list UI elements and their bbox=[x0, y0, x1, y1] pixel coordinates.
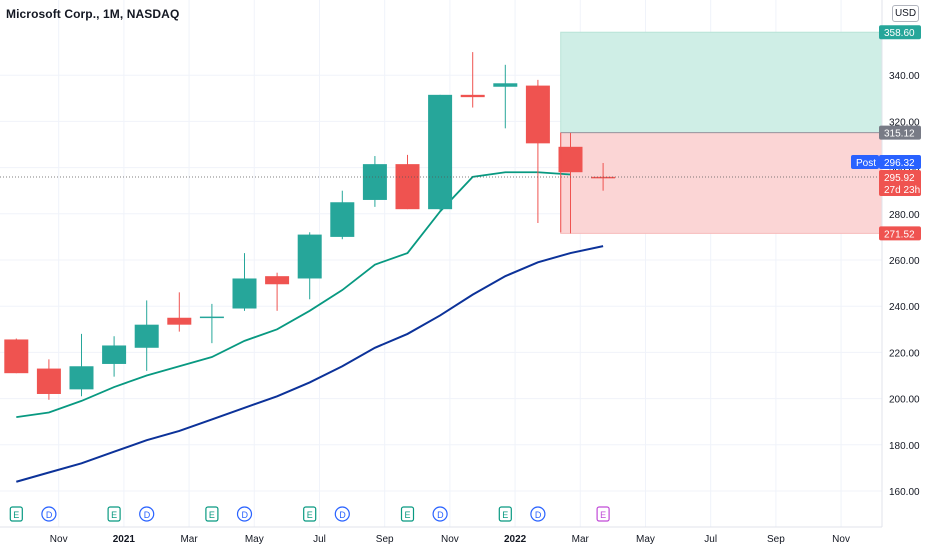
x-tick-label: Nov bbox=[832, 534, 850, 545]
candle-body[interactable] bbox=[167, 317, 192, 325]
countdown-label: 27d 23h bbox=[884, 185, 920, 196]
stop-zone[interactable] bbox=[560, 132, 883, 234]
last-price-label: 295.92 bbox=[884, 173, 915, 184]
earnings-icon[interactable] bbox=[9, 506, 23, 522]
y-tick-label: 260.00 bbox=[889, 256, 920, 267]
stop-price-badge bbox=[879, 226, 921, 241]
earnings-icon[interactable] bbox=[303, 506, 317, 522]
x-tick-label: Sep bbox=[376, 534, 394, 545]
candle-body[interactable] bbox=[525, 85, 550, 144]
dividend-letter: D bbox=[144, 510, 151, 520]
earnings-letter: E bbox=[405, 510, 411, 520]
earnings-letter: E bbox=[600, 510, 606, 520]
x-tick-label: 2022 bbox=[504, 534, 527, 545]
candle-body[interactable] bbox=[558, 146, 583, 173]
x-tick-label: 2021 bbox=[113, 534, 136, 545]
x-tick-label: May bbox=[245, 534, 264, 545]
y-tick-label: 340.00 bbox=[889, 71, 920, 82]
earnings-icon[interactable] bbox=[596, 506, 610, 522]
dividend-icon[interactable] bbox=[41, 506, 57, 522]
x-tick-label: Mar bbox=[572, 534, 590, 545]
symbol-title[interactable]: Microsoft Corp., 1M, NASDAQ bbox=[6, 7, 180, 21]
dividend-letter: D bbox=[437, 510, 444, 520]
entry-price-badge bbox=[879, 125, 921, 140]
post-price-badge bbox=[879, 155, 921, 170]
candle-body[interactable] bbox=[69, 366, 94, 390]
dividend-icon[interactable] bbox=[432, 506, 448, 522]
ema-line-1 bbox=[16, 171, 571, 418]
target-price-label: 358.60 bbox=[884, 28, 915, 39]
candle-body[interactable] bbox=[134, 324, 159, 348]
x-tick-label: May bbox=[636, 534, 655, 545]
x-tick-label: Nov bbox=[50, 534, 68, 545]
target-price-badge bbox=[879, 25, 921, 40]
candle-body[interactable] bbox=[265, 276, 290, 285]
ema-line-2 bbox=[16, 245, 604, 483]
earnings-letter: E bbox=[13, 510, 19, 520]
y-tick-label: 320.00 bbox=[889, 117, 920, 128]
y-tick-label: 200.00 bbox=[889, 395, 920, 406]
candle-body[interactable] bbox=[36, 368, 61, 394]
currency-button[interactable]: USD bbox=[892, 5, 919, 22]
y-tick-label: 240.00 bbox=[889, 302, 920, 313]
dividend-letter: D bbox=[535, 510, 542, 520]
candle-body[interactable] bbox=[395, 164, 420, 210]
earnings-letter: E bbox=[209, 510, 215, 520]
dividend-letter: D bbox=[242, 510, 249, 520]
earnings-letter: E bbox=[307, 510, 313, 520]
x-tick-label: Sep bbox=[767, 534, 785, 545]
last-price-badge bbox=[879, 170, 921, 197]
candle-body[interactable] bbox=[460, 94, 485, 98]
candle-body[interactable] bbox=[428, 94, 453, 210]
y-tick-label: 300.00 bbox=[889, 164, 920, 175]
candle-body[interactable] bbox=[362, 164, 387, 200]
dividend-icon[interactable] bbox=[139, 506, 155, 522]
post-label: Post bbox=[856, 158, 876, 169]
post-badge bbox=[851, 155, 879, 170]
x-tick-label: Nov bbox=[441, 534, 459, 545]
candle-body[interactable] bbox=[297, 234, 322, 279]
stop-price-label: 271.52 bbox=[884, 229, 915, 240]
candle-body[interactable] bbox=[232, 278, 257, 309]
y-tick-label: 160.00 bbox=[889, 487, 920, 498]
candle-body[interactable] bbox=[4, 339, 29, 374]
earnings-icon[interactable] bbox=[107, 506, 121, 522]
y-tick-label: 180.00 bbox=[889, 441, 920, 452]
candle-body[interactable] bbox=[330, 202, 355, 237]
x-tick-label: Jul bbox=[704, 534, 717, 545]
earnings-letter: E bbox=[111, 510, 117, 520]
dividend-letter: D bbox=[339, 510, 346, 520]
candle-body[interactable] bbox=[493, 83, 518, 87]
y-tick-label: 280.00 bbox=[889, 210, 920, 221]
dividend-icon[interactable] bbox=[236, 506, 253, 522]
earnings-icon[interactable] bbox=[205, 506, 219, 522]
y-tick-label: 220.00 bbox=[889, 348, 920, 359]
x-tick-label: Jul bbox=[313, 534, 326, 545]
earnings-icon[interactable] bbox=[400, 506, 415, 522]
entry-price-label: 315.12 bbox=[884, 129, 915, 140]
dividend-letter: D bbox=[46, 510, 53, 520]
post-price-label: 296.32 bbox=[884, 158, 915, 169]
earnings-letter: E bbox=[502, 510, 508, 520]
dividend-icon[interactable] bbox=[530, 506, 546, 522]
candle-body[interactable] bbox=[199, 316, 224, 319]
candle-body[interactable] bbox=[591, 176, 616, 179]
target-zone[interactable] bbox=[560, 31, 883, 134]
candle-body[interactable] bbox=[102, 345, 127, 364]
earnings-icon[interactable] bbox=[498, 506, 512, 522]
dividend-icon[interactable] bbox=[334, 506, 350, 522]
x-tick-label: Mar bbox=[180, 534, 198, 545]
